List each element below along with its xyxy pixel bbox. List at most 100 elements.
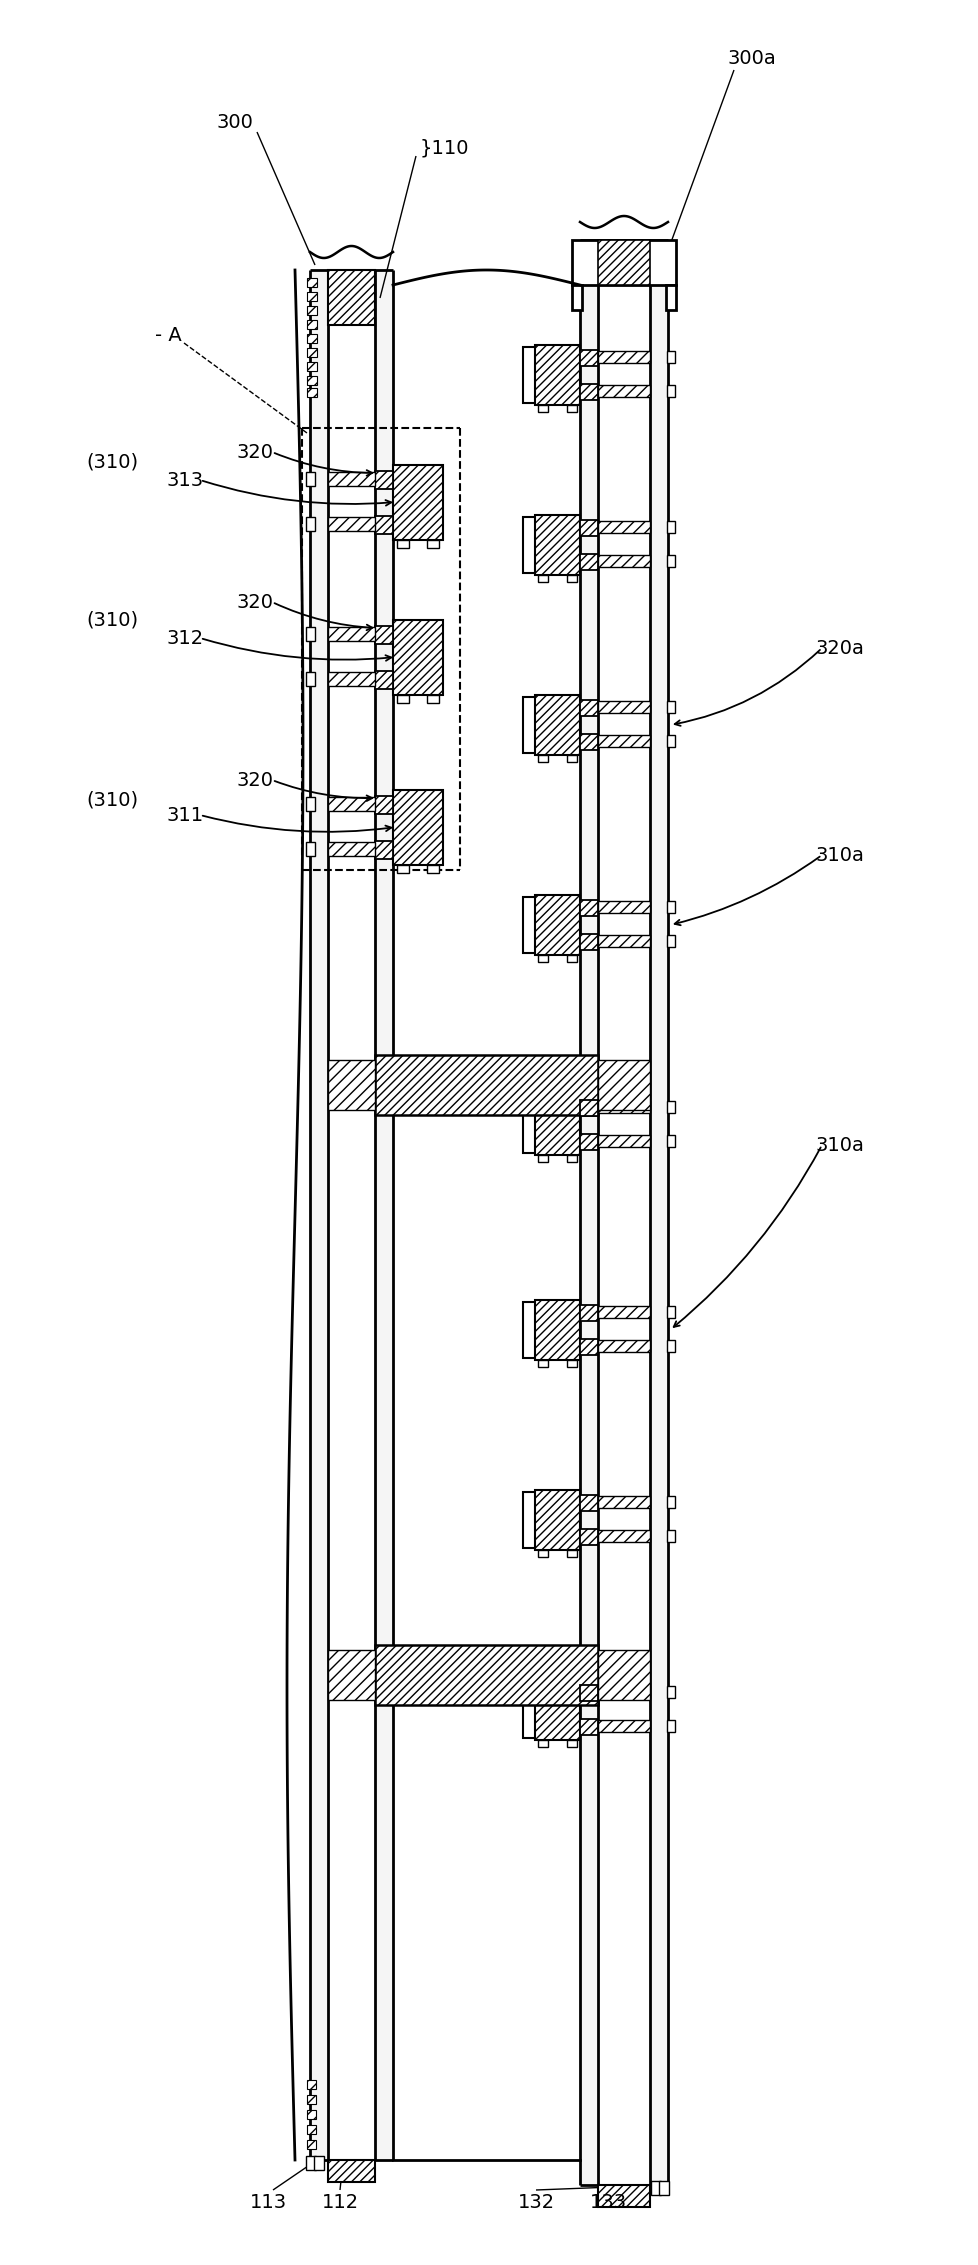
Bar <box>666 1341 674 1352</box>
Bar <box>534 695 579 754</box>
Bar <box>579 1685 598 1701</box>
Text: 310a: 310a <box>815 845 864 865</box>
Bar <box>579 1719 598 1735</box>
Bar <box>666 1719 674 1733</box>
Bar <box>306 673 315 686</box>
Bar <box>375 625 392 643</box>
Bar <box>534 344 579 405</box>
Bar <box>666 700 674 713</box>
Bar <box>328 627 375 641</box>
Bar <box>579 240 667 2186</box>
Bar <box>397 695 409 702</box>
Bar <box>426 539 438 548</box>
Bar <box>579 1135 598 1151</box>
Bar <box>579 1339 598 1354</box>
Bar <box>598 1649 649 1701</box>
Bar <box>666 1307 674 1318</box>
Bar <box>598 555 649 566</box>
Bar <box>571 240 676 285</box>
Text: }110: }110 <box>420 138 469 159</box>
Text: 312: 312 <box>166 627 203 648</box>
Bar <box>397 865 409 872</box>
Bar <box>579 700 598 716</box>
Bar <box>666 1685 674 1699</box>
Bar <box>306 627 315 641</box>
Bar <box>566 1155 576 1162</box>
Bar <box>375 516 392 535</box>
Bar <box>598 351 649 362</box>
Bar <box>522 897 535 954</box>
Bar <box>534 895 579 956</box>
Bar <box>307 2095 316 2104</box>
Bar <box>307 362 317 371</box>
Bar <box>328 270 375 324</box>
Bar <box>579 1495 598 1511</box>
Bar <box>307 349 317 358</box>
Bar <box>375 795 392 813</box>
Bar <box>306 471 315 487</box>
Bar <box>328 270 375 2161</box>
Bar <box>598 1101 649 1112</box>
Bar <box>310 270 392 2161</box>
Bar <box>328 673 375 686</box>
Bar <box>307 292 317 301</box>
Bar <box>375 840 392 858</box>
Bar <box>598 1135 649 1146</box>
Bar <box>328 2161 375 2181</box>
Bar <box>522 698 535 752</box>
Bar <box>598 1495 649 1508</box>
Bar <box>650 2181 660 2195</box>
Bar <box>522 1493 535 1547</box>
Bar <box>328 516 375 530</box>
Text: 320: 320 <box>237 593 273 612</box>
Bar <box>538 1549 548 1556</box>
Bar <box>534 1094 579 1155</box>
Bar <box>306 843 315 856</box>
Text: (310): (310) <box>86 790 138 809</box>
Bar <box>307 2079 316 2088</box>
Bar <box>522 1096 535 1153</box>
Bar <box>306 2156 316 2170</box>
Bar <box>598 1529 649 1542</box>
Bar <box>538 1740 548 1746</box>
Bar <box>579 385 598 401</box>
Bar <box>534 1681 579 1740</box>
Bar <box>534 514 579 575</box>
Bar <box>538 575 548 582</box>
Bar <box>666 1495 674 1508</box>
Bar <box>666 1529 674 1542</box>
Bar <box>666 1135 674 1146</box>
Bar <box>307 333 317 342</box>
Text: 311: 311 <box>166 806 203 824</box>
Bar <box>307 387 317 396</box>
Bar <box>666 1101 674 1112</box>
Bar <box>579 555 598 571</box>
Text: - A: - A <box>155 326 181 344</box>
Bar <box>598 521 649 532</box>
Bar <box>666 385 674 396</box>
Bar <box>375 670 392 689</box>
Bar <box>314 2156 324 2170</box>
Bar <box>566 1359 576 1368</box>
Bar <box>566 956 576 963</box>
Bar <box>566 1740 576 1746</box>
Text: 320: 320 <box>237 770 273 790</box>
Text: 113: 113 <box>249 2193 287 2211</box>
Bar <box>328 471 375 487</box>
Bar <box>579 1305 598 1320</box>
Bar <box>306 797 315 811</box>
Text: 313: 313 <box>166 471 203 489</box>
Bar <box>375 1055 598 1114</box>
Bar <box>392 790 443 865</box>
Bar <box>522 347 535 403</box>
Bar <box>598 1307 649 1318</box>
Bar <box>307 319 317 328</box>
Bar <box>598 240 649 2186</box>
Bar <box>538 956 548 963</box>
Bar <box>392 464 443 539</box>
Bar <box>598 736 649 747</box>
Bar <box>426 695 438 702</box>
Bar <box>658 2181 668 2195</box>
Bar <box>579 1101 598 1117</box>
Bar <box>566 1549 576 1556</box>
